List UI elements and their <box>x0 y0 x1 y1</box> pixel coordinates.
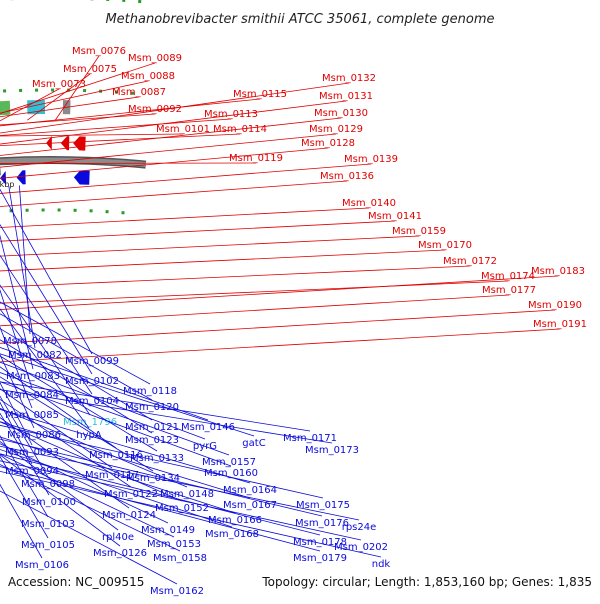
outer-label-msm_0130: Msm_0130 <box>314 108 368 119</box>
outer-leader-7 <box>0 134 183 138</box>
inner-label-msm_0122: Msm_0122 <box>104 489 158 500</box>
outer-leader-25 <box>0 276 558 346</box>
outer-label-msm_0183: Msm_0183 <box>531 266 585 277</box>
inner-label-msm_1796: Msm_1796 <box>63 417 117 428</box>
outer-label-msm_0132: Msm_0132 <box>322 73 376 84</box>
outer-label-msm_0191: Msm_0191 <box>533 319 587 330</box>
outer-label-msm_0159: Msm_0159 <box>392 226 446 237</box>
outer-label-msm_0177: Msm_0177 <box>482 285 536 296</box>
inner-label-msm_0168: Msm_0168 <box>205 529 259 540</box>
inner-label-msm_0202: Msm_0202 <box>334 542 388 553</box>
inner-label-msm_0134: Msm_0134 <box>126 473 180 484</box>
outer-label-msm_0076: Msm_0076 <box>72 46 126 57</box>
inner-label-msm_0118: Msm_0118 <box>123 386 177 397</box>
inner-label-rps24e: rps24e <box>342 522 377 533</box>
outer-label-msm_0170: Msm_0170 <box>418 240 472 251</box>
inner-label-msm_0179: Msm_0179 <box>293 553 347 564</box>
inner-label-msm_0158: Msm_0158 <box>153 553 207 564</box>
outer-leader-20 <box>0 221 395 266</box>
outer-leader-19 <box>0 208 369 252</box>
outer-label-msm_0088: Msm_0088 <box>121 71 175 82</box>
outer-label-msm_0129: Msm_0129 <box>309 124 363 135</box>
topology-text: Topology: circular; Length: 1,853,160 bp… <box>261 575 592 589</box>
outer-label-msm_0141: Msm_0141 <box>368 211 422 222</box>
outer-label-msm_0190: Msm_0190 <box>528 300 582 311</box>
inner-label-gatc: gatC <box>242 438 265 449</box>
outer-leader-10 <box>0 134 240 156</box>
outer-label-msm_0087: Msm_0087 <box>112 87 166 98</box>
accession-text: Accession: NC_009515 <box>8 575 144 589</box>
reverse-gene-1 <box>17 170 26 184</box>
inner-label-msm_0162: Msm_0162 <box>150 586 204 597</box>
outer-label-msm_0140: Msm_0140 <box>342 198 396 209</box>
outer-label-msm_0089: Msm_0089 <box>128 53 182 64</box>
outer-label-msm_0128: Msm_0128 <box>301 138 355 149</box>
inner-label-msm_0106: Msm_0106 <box>15 560 69 571</box>
outer-label-msm_0136: Msm_0136 <box>320 171 374 182</box>
inner-label-rpl40e: rpl40e <box>102 532 134 543</box>
inner-label-msm_0148: Msm_0148 <box>160 489 214 500</box>
map-title: Methanobrevibacter smithii ATCC 35061, c… <box>105 12 494 27</box>
inner-label-msm_0126: Msm_0126 <box>93 548 147 559</box>
inner-label-msm_0173: Msm_0173 <box>305 445 359 456</box>
outer-label-msm_0113: Msm_0113 <box>204 109 258 120</box>
inner-label-msm_0133: Msm_0133 <box>130 453 184 464</box>
inner-label-msm_0103: Msm_0103 <box>21 519 75 530</box>
outer-label-msm_0172: Msm_0172 <box>443 256 497 267</box>
inner-label-ndk: ndk <box>372 559 391 570</box>
inner-label-msm_0175: Msm_0175 <box>296 500 350 511</box>
outer-label-msm_0139: Msm_0139 <box>344 154 398 165</box>
outer-leader-21 <box>0 236 419 280</box>
outer-leader-23 <box>0 266 470 312</box>
outer-label-msm_0131: Msm_0131 <box>319 91 373 102</box>
tick-label-0: 80 kbp <box>0 180 14 189</box>
inner-gene-labels: Msm_0078Msm_0082Msm_0099Msm_0083Msm_0102… <box>0 186 390 598</box>
forward-gene-0 <box>73 136 86 150</box>
outer-leader-22 <box>0 250 445 296</box>
reverse-gene-0 <box>74 171 90 185</box>
inner-label-msm_0105: Msm_0105 <box>21 540 75 551</box>
outer-label-msm_0075: Msm_0075 <box>63 64 117 75</box>
